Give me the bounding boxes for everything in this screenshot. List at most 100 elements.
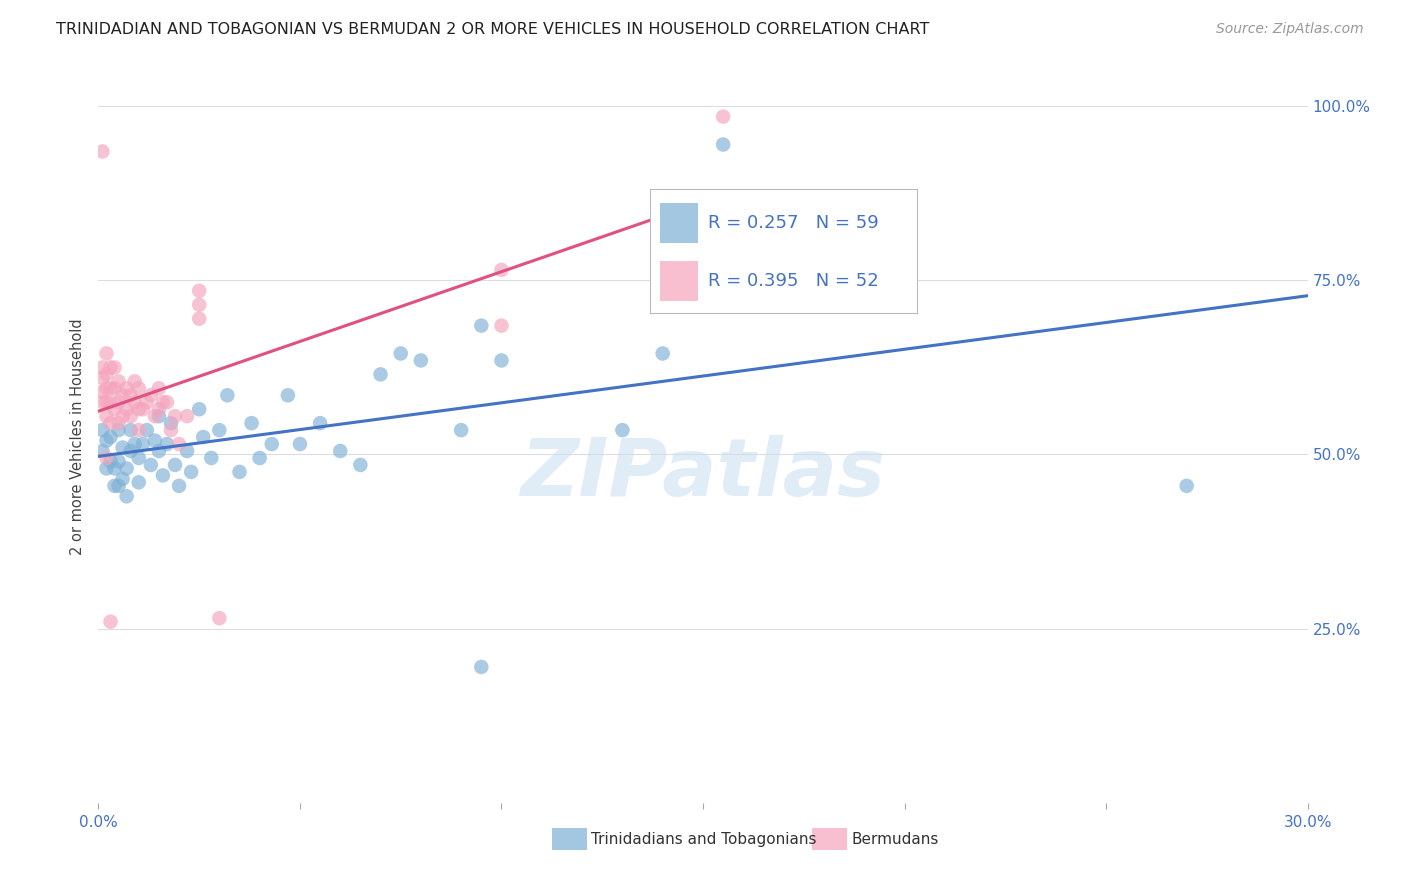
Point [96, 368, 118, 382]
Bar [661, 203, 697, 243]
Point [96, 461, 118, 475]
Point [188, 284, 211, 298]
Point [409, 353, 432, 368]
Point [111, 409, 134, 424]
Point [1175, 479, 1198, 493]
Point [240, 416, 263, 430]
Point [612, 423, 634, 437]
Point [491, 353, 513, 368]
Point [167, 479, 190, 493]
Point [96, 409, 118, 424]
Point [148, 409, 170, 424]
Point [176, 409, 198, 424]
Point [91, 395, 114, 409]
Point [128, 381, 150, 395]
Point [208, 611, 231, 625]
Point [156, 395, 179, 409]
Point [329, 444, 352, 458]
Point [188, 298, 211, 312]
Point [107, 375, 129, 389]
Text: Trinidadians and Tobagonians: Trinidadians and Tobagonians [591, 832, 817, 847]
Point [100, 430, 122, 444]
Point [148, 381, 170, 395]
Point [128, 450, 150, 465]
Point [91, 145, 114, 159]
Point [160, 423, 183, 437]
Point [115, 489, 138, 503]
Text: R = 0.257   N = 59: R = 0.257 N = 59 [709, 214, 879, 232]
Point [100, 454, 122, 468]
Point [124, 437, 146, 451]
Point [124, 375, 146, 389]
Point [107, 416, 129, 430]
Point [135, 423, 157, 437]
Point [470, 660, 492, 674]
Point [651, 346, 673, 360]
Point [135, 395, 157, 409]
Point [260, 437, 283, 451]
Point [100, 416, 122, 430]
Point [309, 416, 332, 430]
Point [100, 381, 122, 395]
Point [711, 228, 734, 243]
Point [124, 395, 146, 409]
Point [132, 437, 155, 451]
Point [491, 263, 513, 277]
Point [107, 454, 129, 468]
Point [470, 318, 492, 333]
Point [139, 458, 162, 472]
Point [152, 468, 174, 483]
Point [103, 461, 125, 475]
Text: ZIPatlas: ZIPatlas [520, 434, 886, 513]
Text: Bermudans: Bermudans [851, 832, 939, 847]
Point [711, 137, 734, 152]
Point [107, 479, 129, 493]
Point [156, 437, 179, 451]
Point [100, 395, 122, 409]
Point [115, 402, 138, 417]
Point [111, 472, 134, 486]
Point [115, 381, 138, 395]
Point [217, 388, 239, 402]
Point [96, 346, 118, 360]
Point [389, 346, 412, 360]
Point [111, 388, 134, 402]
Point [91, 444, 114, 458]
Point [100, 615, 122, 629]
Point [277, 388, 299, 402]
Point [111, 441, 134, 455]
Y-axis label: 2 or more Vehicles in Household: 2 or more Vehicles in Household [70, 318, 86, 556]
Point [188, 402, 211, 417]
Point [107, 395, 129, 409]
Point [103, 360, 125, 375]
Point [96, 450, 118, 465]
Point [143, 434, 166, 448]
Point [148, 402, 170, 417]
Point [370, 368, 392, 382]
Point [139, 388, 162, 402]
Point [167, 437, 190, 451]
Point [128, 423, 150, 437]
Point [128, 475, 150, 490]
Point [91, 384, 114, 399]
Point [148, 444, 170, 458]
Point [143, 409, 166, 424]
Text: Source: ZipAtlas.com: Source: ZipAtlas.com [1216, 22, 1364, 37]
Point [120, 423, 142, 437]
Point [103, 381, 125, 395]
Point [180, 465, 202, 479]
Point [103, 402, 125, 417]
Point [96, 434, 118, 448]
Point [491, 318, 513, 333]
Point [91, 360, 114, 375]
Point [91, 371, 114, 385]
Point [120, 388, 142, 402]
Point [100, 360, 122, 375]
Point [193, 430, 215, 444]
Point [249, 450, 271, 465]
Point [96, 395, 118, 409]
Bar [661, 261, 697, 301]
Point [120, 444, 142, 458]
Point [228, 465, 250, 479]
Point [450, 423, 472, 437]
